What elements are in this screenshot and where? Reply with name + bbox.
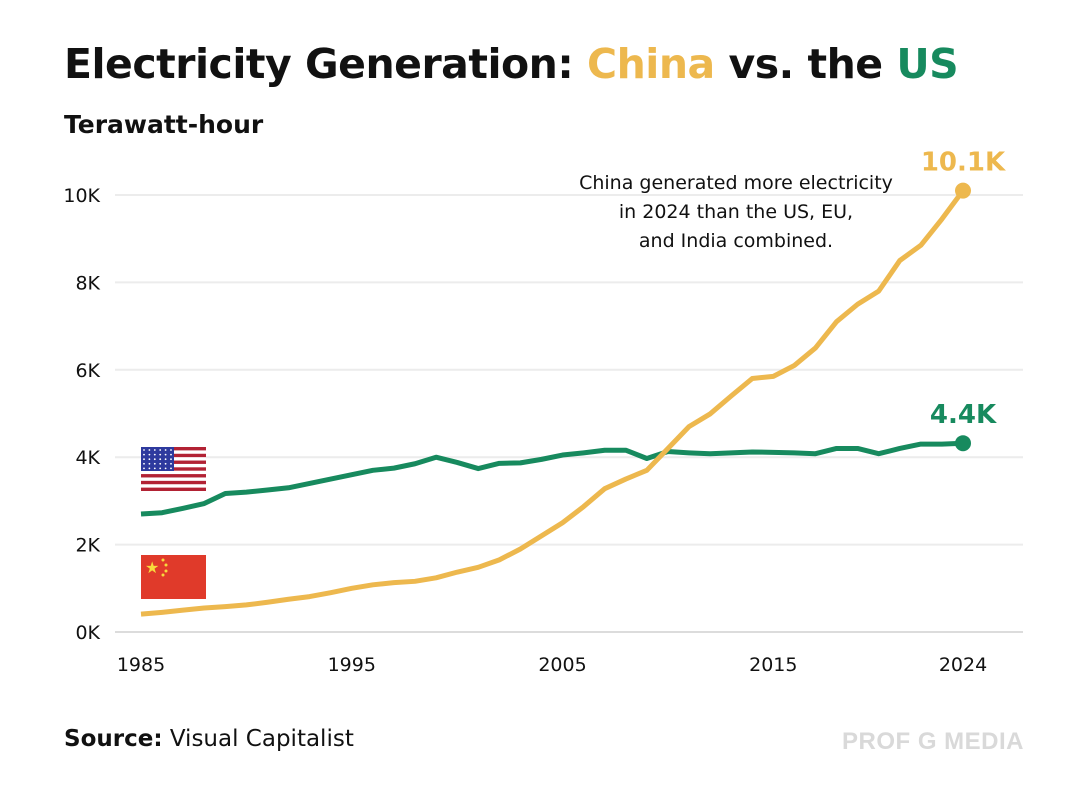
- watermark-logo: PROF G MEDIA: [841, 728, 1024, 755]
- source-value: Visual Capitalist: [169, 726, 354, 752]
- end-label-us: 4.4K: [930, 400, 997, 430]
- y-tick-label: 8K: [75, 272, 100, 294]
- x-tick-label: 2005: [538, 654, 586, 676]
- y-tick-label: 2K: [75, 535, 100, 557]
- chart-subtitle: Terawatt-hour: [64, 110, 264, 139]
- title-text: Electricity Generation:: [64, 40, 588, 88]
- source-label: Source:: [64, 726, 163, 752]
- end-point-us: [955, 435, 971, 452]
- series-line-china: [140, 189, 966, 617]
- series-line-us: [140, 440, 964, 517]
- title-china: China: [587, 40, 715, 88]
- x-tick-label: 1995: [328, 654, 376, 676]
- end-label-china: 10.1K: [921, 148, 1006, 178]
- title-text-vs: vs. the: [714, 40, 897, 88]
- end-point-china: [955, 182, 971, 199]
- annotation-line-1: China generated more electricity: [579, 172, 893, 194]
- svg-text:★: ★: [145, 558, 159, 577]
- x-tick-label: 2024: [939, 654, 987, 676]
- y-tick-label: 0K: [75, 622, 100, 644]
- china-flag-icon: ★: [141, 555, 206, 599]
- x-tick-label: 2015: [749, 654, 797, 676]
- y-tick-label: 4K: [75, 447, 100, 469]
- chart-title: Electricity Generation: China vs. the US: [64, 40, 959, 88]
- x-tick-label: 1985: [117, 654, 165, 676]
- annotation-line-2: in 2024 than the US, EU,: [619, 201, 853, 223]
- source-note: Source: Visual Capitalist: [64, 726, 354, 752]
- y-tick-label: 10K: [63, 185, 100, 207]
- title-us: US: [896, 40, 959, 88]
- annotation-line-3: and India combined.: [639, 230, 833, 252]
- y-tick-label: 6K: [75, 360, 100, 382]
- us-flag-icon: [141, 447, 206, 491]
